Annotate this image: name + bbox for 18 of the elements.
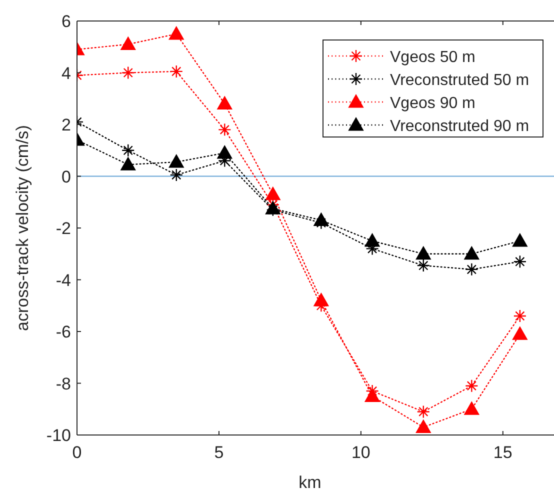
- y-tick-label: -10: [46, 426, 71, 445]
- y-tick-label: 0: [62, 167, 71, 186]
- legend-label: Vreconstruted 90 m: [390, 118, 530, 135]
- x-tick-label: 10: [351, 443, 370, 462]
- legend-label: Vgeos 90 m: [390, 95, 476, 112]
- legend-label: Vgeos 50 m: [390, 49, 476, 66]
- x-axis-title: km: [298, 473, 322, 492]
- y-tick-label: -6: [56, 322, 71, 342]
- y-tick-label: 6: [62, 12, 71, 31]
- y-axis-title: across-track velocity (cm/s): [13, 125, 32, 331]
- y-tick-label: -8: [56, 374, 71, 394]
- y-tick-label: 2: [62, 116, 71, 134]
- x-tick-label: 15: [493, 443, 512, 462]
- legend-label: Vreconstruted 50 m: [390, 72, 530, 89]
- y-tick-label: -4: [56, 270, 71, 290]
- x-tick-label: 5: [214, 443, 224, 462]
- y-tick-label: -2: [56, 219, 71, 238]
- y-tick-label: 4: [62, 64, 71, 83]
